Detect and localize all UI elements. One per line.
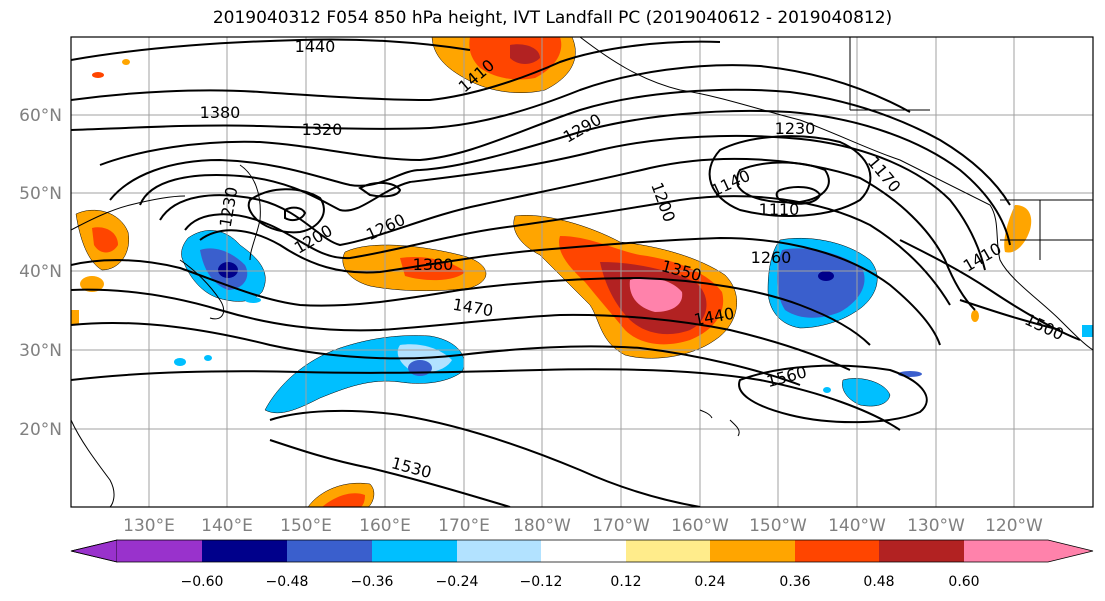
lon-label: 170°W xyxy=(592,516,650,536)
contour-label: 1440 xyxy=(295,37,336,56)
lon-label: 150°W xyxy=(749,516,807,536)
lon-label: 170°E xyxy=(438,516,490,536)
lat-labels: 60°N 50°N 40°N 30°N 20°N xyxy=(19,106,62,440)
contour-label: 1230 xyxy=(775,119,816,138)
contour-label: 1200 xyxy=(647,180,679,225)
colorbar-tick: 0.48 xyxy=(863,574,894,590)
colorbar-segment xyxy=(372,540,457,562)
lon-label: 160°E xyxy=(359,516,411,536)
colorbar: −0.60 −0.48 −0.36 −0.24 −0.12 0.12 0.24 … xyxy=(70,539,1094,590)
lon-label: 130°W xyxy=(907,516,965,536)
lat-label: 50°N xyxy=(19,184,62,204)
colorbar-tick: −0.12 xyxy=(520,574,563,590)
colorbar-tick: 0.60 xyxy=(948,574,979,590)
contour-label: 1320 xyxy=(302,120,343,139)
contour-label: 1500 xyxy=(1022,310,1067,344)
coastlines xyxy=(71,37,1093,507)
colorbar-segment xyxy=(117,540,202,562)
contour-label: 1260 xyxy=(751,248,792,267)
contour-label: 1380 xyxy=(200,103,241,122)
lon-label: 160°W xyxy=(671,516,729,536)
lon-label: 140°E xyxy=(201,516,253,536)
colorbar-extend-high xyxy=(964,540,1093,562)
colorbar-segment xyxy=(710,540,795,562)
contour-label: 1140 xyxy=(708,166,753,200)
lon-label: 150°E xyxy=(280,516,332,536)
colorbar-segment xyxy=(879,540,964,562)
colorbar-segment xyxy=(287,540,372,562)
colorbar-extend-low xyxy=(70,539,118,563)
colorbar-tick: 0.12 xyxy=(610,574,641,590)
contour-label: 1470 xyxy=(451,295,494,321)
lon-label: 130°E xyxy=(123,516,175,536)
colorbar-tick: −0.36 xyxy=(351,574,394,590)
colorbar-segment xyxy=(202,540,287,562)
grid-lines xyxy=(71,37,1093,507)
lon-label: 140°W xyxy=(828,516,886,536)
lat-label: 30°N xyxy=(19,341,62,361)
lon-label: 120°W xyxy=(985,516,1043,536)
colorbar-tick: −0.24 xyxy=(436,574,479,590)
contour-label: 1260 xyxy=(363,210,408,244)
map-title: 2019040312 F054 850 hPa height, IVT Land… xyxy=(212,8,893,28)
contour-label: 1380 xyxy=(413,255,454,274)
colorbar-segment xyxy=(626,540,710,562)
colorbar-segment xyxy=(457,540,541,562)
ivt-shading xyxy=(71,37,1093,507)
contour-label: 1110 xyxy=(759,200,800,219)
colorbar-segment xyxy=(541,540,626,562)
map-frame xyxy=(70,36,1094,508)
height-contours xyxy=(71,38,1081,507)
lon-labels: 130°E 140°E 150°E 160°E 170°E 180°W 170°… xyxy=(123,516,1043,536)
contour-label: 1230 xyxy=(216,185,242,228)
colorbar-segment xyxy=(795,540,879,562)
lat-label: 40°N xyxy=(19,262,62,282)
lat-label: 60°N xyxy=(19,106,62,126)
lat-label: 20°N xyxy=(19,420,62,440)
colorbar-outline xyxy=(70,539,1094,563)
colorbar-tick: −0.48 xyxy=(266,574,309,590)
colorbar-tick: 0.36 xyxy=(779,574,810,590)
contour-label: 1410 xyxy=(960,239,1005,276)
colorbar-tick: −0.60 xyxy=(181,574,224,590)
colorbar-tick: 0.24 xyxy=(694,574,725,590)
lon-label: 180°W xyxy=(513,516,571,536)
